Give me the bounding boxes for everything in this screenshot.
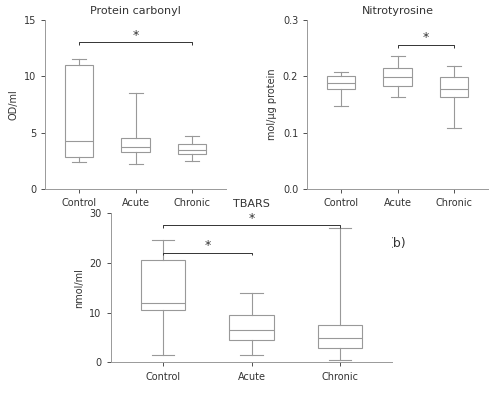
Y-axis label: nmol/ml: nmol/ml — [74, 268, 83, 308]
Text: (a): (a) — [127, 236, 144, 249]
PathPatch shape — [440, 77, 468, 97]
PathPatch shape — [65, 65, 93, 158]
Text: (b): (b) — [389, 236, 406, 249]
Title: Protein carbonyl: Protein carbonyl — [90, 6, 181, 16]
PathPatch shape — [317, 325, 362, 348]
PathPatch shape — [383, 68, 411, 86]
Text: *: * — [204, 239, 211, 252]
Y-axis label: OD/ml: OD/ml — [9, 89, 18, 120]
Text: *: * — [423, 32, 429, 45]
PathPatch shape — [327, 76, 355, 89]
Text: *: * — [132, 29, 139, 42]
Text: *: * — [248, 212, 255, 225]
PathPatch shape — [122, 138, 150, 152]
Y-axis label: mol/μg protein: mol/μg protein — [267, 69, 277, 140]
PathPatch shape — [178, 144, 206, 154]
Title: TBARS: TBARS — [233, 199, 270, 209]
PathPatch shape — [141, 260, 186, 310]
Title: Nitrotyrosine: Nitrotyrosine — [362, 6, 434, 16]
PathPatch shape — [229, 315, 274, 340]
